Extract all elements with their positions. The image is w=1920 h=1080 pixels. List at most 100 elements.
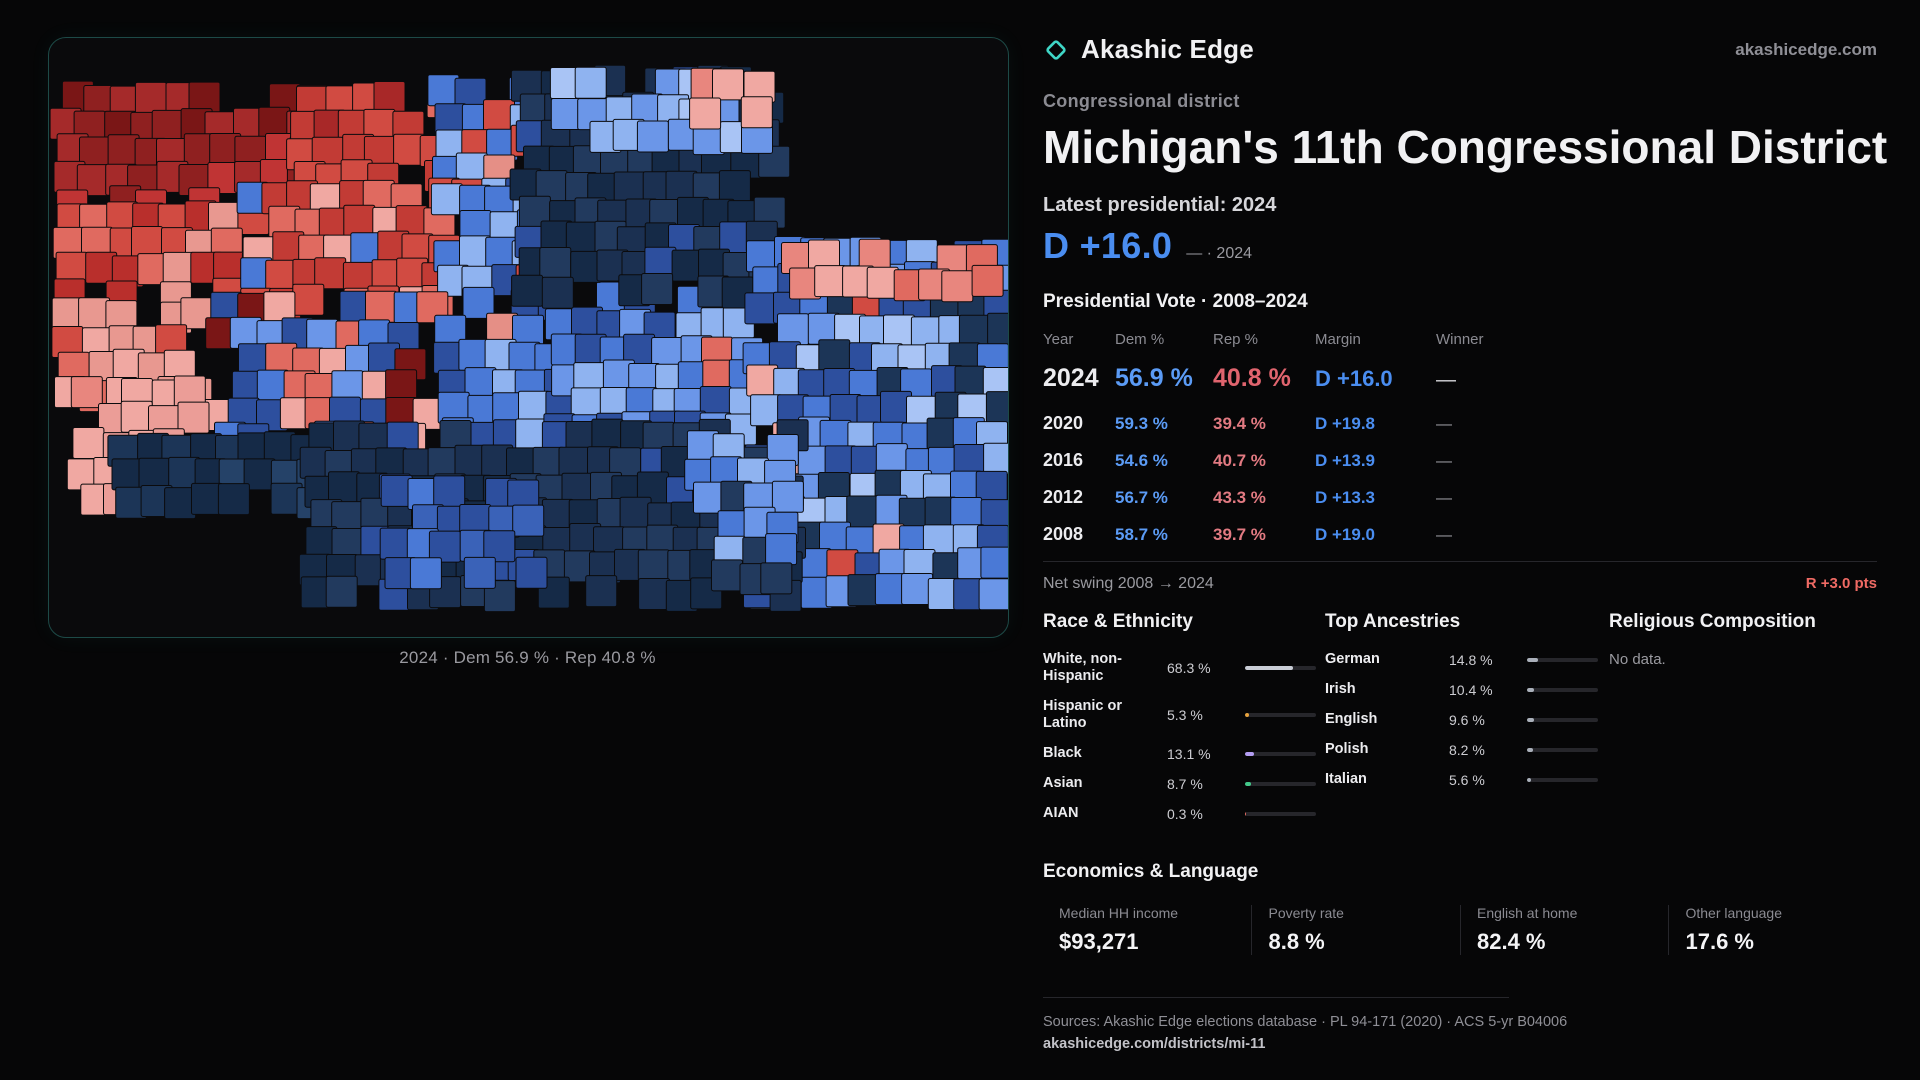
ancestry-value: 14.8 %	[1449, 651, 1493, 668]
ancestry-value: 10.4 %	[1449, 681, 1493, 698]
vote-col-header: Winner	[1436, 331, 1484, 348]
religion-title: Religious Composition	[1609, 611, 1816, 632]
district-detail-panel: Akashic Edge akashicedge.com Congression…	[1043, 0, 1887, 1052]
ancestry-bar	[1527, 717, 1598, 722]
vote-col-header: Rep %	[1213, 331, 1259, 348]
race-bar	[1245, 713, 1316, 717]
ancestry-bar-fill	[1527, 687, 1535, 692]
economics-stat: Poverty rate 8.8 %	[1251, 905, 1460, 955]
race-ethnicity-rows: White, non-Hispanic 68.3 % Hispanic or Lat…	[1043, 651, 1325, 822]
ancestry-bar-fill	[1527, 717, 1534, 722]
vote-dem-pct: 54.6 %	[1115, 451, 1168, 470]
net-swing-label: Net swing 2008 → 2024	[1043, 575, 1214, 592]
race-label: White, non-Hispanic	[1043, 651, 1122, 684]
religion-column: Religious Composition No data.	[1609, 611, 1877, 835]
race-label: Hispanic or Latino	[1043, 698, 1122, 731]
vote-year: 2016	[1043, 450, 1084, 470]
race-row: Hispanic or Latino 5.3 %	[1043, 698, 1325, 732]
ancestry-row: Polish 8.2 %	[1325, 741, 1609, 758]
race-row: AIAN 0.3 %	[1043, 805, 1325, 822]
race-value: 8.7 %	[1167, 775, 1203, 792]
stat-label: Poverty rate	[1268, 905, 1344, 921]
economics-stat: English at home 82.4 %	[1459, 905, 1669, 955]
vote-rep-pct: 39.4 %	[1213, 414, 1266, 433]
vote-margin: D +13.9	[1315, 451, 1376, 470]
race-row: White, non-Hispanic 68.3 %	[1043, 651, 1325, 685]
vote-winner: —	[1436, 453, 1452, 470]
race-value: 5.3 %	[1167, 707, 1203, 723]
race-label: AIAN	[1043, 805, 1079, 821]
site-domain-link[interactable]: akashicedge.com	[1735, 39, 1877, 59]
vote-rep-pct: 43.3 %	[1213, 488, 1266, 507]
headline-margin-note: — · 2024	[1186, 245, 1253, 262]
vote-rep-pct: 39.7 %	[1213, 525, 1266, 544]
ancestry-value: 8.2 %	[1449, 741, 1485, 758]
race-bar-fill	[1245, 713, 1249, 717]
district-kicker: Congressional district	[1043, 91, 1240, 111]
headline-margin-block: D +16.0 — · 2024	[1043, 225, 1877, 267]
ancestry-label: English	[1325, 711, 1378, 727]
permalink-link[interactable]: akashicedge.com/districts/mi-11	[1043, 1036, 1266, 1052]
race-ethnicity-title: Race & Ethnicity	[1043, 611, 1193, 632]
race-label: Asian	[1043, 775, 1083, 791]
brand-name: Akashic Edge	[1081, 34, 1254, 64]
presidential-vote-table: Year Dem % Rep % Margin Winner 2024 56.9 % 40.8…	[1043, 327, 1877, 553]
brand-diamond-icon	[1046, 39, 1066, 60]
vote-margin: D +13.3	[1315, 488, 1376, 507]
vote-year: 2008	[1043, 524, 1084, 544]
race-row: Black 13.1 %	[1043, 745, 1325, 762]
race-bar	[1245, 811, 1316, 816]
vote-winner: —	[1436, 527, 1452, 544]
ancestry-row: English 9.6 %	[1325, 711, 1609, 728]
race-label: Black	[1043, 745, 1082, 761]
vote-winner: —	[1436, 416, 1452, 433]
race-row: Asian 8.7 %	[1043, 775, 1325, 792]
economics-stat: Median HH income $93,271	[1043, 905, 1251, 955]
stat-label: English at home	[1476, 905, 1578, 921]
ancestry-row: Irish 10.4 %	[1325, 681, 1609, 698]
vote-table-header-row: Year Dem % Rep % Margin Winner	[1043, 327, 1877, 354]
vote-table-title: Presidential Vote · 2008–2024	[1043, 291, 1308, 312]
vote-winner: —	[1436, 490, 1452, 507]
ancestry-bar	[1527, 747, 1598, 752]
brand: Akashic Edge	[1043, 34, 1254, 65]
vote-rep-pct: 40.8 %	[1213, 364, 1291, 392]
vote-table-row: 2024 56.9 % 40.8 % D +16.0 —	[1043, 354, 1877, 405]
race-bar	[1245, 751, 1316, 756]
vote-winner: —	[1436, 369, 1456, 391]
race-bar	[1245, 781, 1316, 786]
ancestry-label: Polish	[1325, 741, 1369, 757]
ancestry-label: German	[1325, 651, 1380, 667]
race-bar-fill	[1245, 666, 1294, 670]
stat-label: Median HH income	[1059, 905, 1179, 921]
stat-label: Other language	[1685, 905, 1783, 921]
vote-margin: D +19.0	[1315, 525, 1376, 544]
net-swing-value: R +3.0 pts	[1805, 575, 1877, 592]
race-bar	[1245, 666, 1316, 670]
race-value: 13.1 %	[1167, 745, 1211, 762]
race-ethnicity-column: Race & Ethnicity White, non-Hispanic 68.3…	[1043, 611, 1325, 835]
race-bar-fill	[1245, 781, 1252, 786]
ancestry-bar-fill	[1527, 657, 1538, 662]
ancestry-bar	[1527, 657, 1598, 662]
economics-stats-row: Median HH income $93,271 Poverty rate 8.8 %…	[1043, 905, 1877, 955]
economics-title: Economics & Language	[1043, 861, 1259, 882]
race-bar-fill	[1245, 811, 1247, 816]
ancestry-label: Irish	[1325, 681, 1356, 697]
ancestry-label: Italian	[1325, 771, 1367, 787]
demographics-section: Race & Ethnicity White, non-Hispanic 68.3…	[1043, 611, 1877, 835]
vote-table-row: 2012 56.7 % 43.3 % D +13.3 —	[1043, 479, 1877, 516]
net-swing-row: Net swing 2008 → 2024 R +3.0 pts	[1043, 561, 1877, 593]
vote-year: 2024	[1043, 364, 1099, 392]
map-caption: 2024 · Dem 56.9 % · Rep 40.8 %	[399, 648, 656, 667]
ancestry-bar-fill	[1527, 747, 1533, 752]
ancestry-row: Italian 5.6 %	[1325, 771, 1609, 788]
vote-table-row: 2008 58.7 % 39.7 % D +19.0 —	[1043, 516, 1877, 553]
headline-margin-value: D +16.0	[1043, 225, 1173, 266]
vote-col-header: Dem %	[1115, 331, 1165, 348]
vote-table-row: 2016 54.6 % 40.7 % D +13.9 —	[1043, 442, 1877, 479]
religion-empty-state: No data.	[1609, 651, 1666, 668]
header: Akashic Edge akashicedge.com	[1043, 0, 1877, 65]
race-value: 0.3 %	[1167, 805, 1203, 822]
